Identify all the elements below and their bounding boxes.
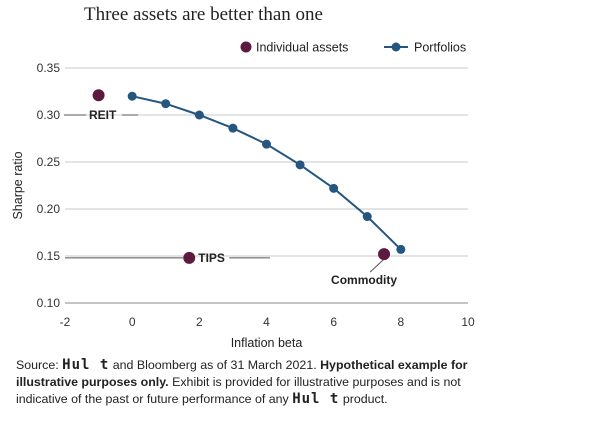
- leader-line-commodity: [369, 258, 385, 273]
- individual-asset-point: [378, 248, 391, 261]
- portfolio-point: [262, 139, 271, 149]
- y-tick-label: 0.20: [37, 202, 61, 216]
- legend-label-portfolios: Portfolios: [414, 41, 466, 55]
- footnote-source: and Bloomberg as of 31 March 2021.: [112, 358, 317, 372]
- footnote: Source: Hul t and Bloomberg as of 31 Mar…: [16, 357, 486, 408]
- footnote-end: product.: [342, 392, 388, 406]
- x-tick-label: 8: [397, 315, 404, 329]
- chart: 0.10 0.15 0.20 0.25 0.30 0.35 -2 0 2 4 6 8 10 Inflati…: [11, 41, 475, 351]
- footnote-brand-2: Hul t: [292, 391, 340, 407]
- x-tick-label: 0: [129, 315, 136, 329]
- footnote-brand: Hul t: [62, 357, 110, 373]
- individual-asset-point: [92, 89, 105, 102]
- portfolio-point: [329, 183, 339, 193]
- y-axis-label: Sharpe ratio: [11, 151, 25, 219]
- legend-marker-individual-assets: [240, 41, 252, 53]
- portfolio-point: [194, 110, 204, 120]
- x-tick-label: 4: [263, 315, 270, 329]
- portfolio-point: [362, 212, 372, 222]
- x-tick-label: -2: [60, 315, 71, 329]
- y-tick-label: 0.35: [37, 61, 61, 75]
- chart-title: Three assets are better than one: [84, 4, 323, 25]
- y-tick-label: 0.10: [37, 296, 61, 310]
- point-label-reit: REIT: [89, 108, 117, 122]
- x-tick-label: 2: [196, 315, 203, 329]
- y-tick-label: 0.25: [37, 155, 61, 169]
- point-label-tips: TIPS: [198, 251, 225, 265]
- individual-asset-point: [183, 251, 196, 264]
- portfolio-point: [127, 91, 137, 101]
- x-axis-label: Inflation beta: [231, 336, 303, 350]
- footnote-disclaimer-bold: Hypothetical example for illustrative pu…: [16, 358, 468, 389]
- point-label-commodity: Commodity: [331, 273, 397, 287]
- footnote-disclaimer: Exhibit is provided for illustrative pur…: [16, 375, 461, 406]
- portfolio-point: [396, 244, 406, 254]
- portfolio-line: [131, 95, 402, 251]
- x-tick-label: 6: [330, 315, 337, 329]
- portfolio-point: [161, 99, 171, 109]
- footnote-prefix: Source:: [16, 358, 59, 372]
- y-tick-label: 0.15: [37, 249, 61, 263]
- x-tick-label: 10: [461, 315, 475, 329]
- legend-marker-portfolios: [391, 42, 401, 52]
- portfolio-point: [228, 123, 238, 133]
- portfolio-point: [295, 160, 305, 170]
- legend-label-individual-assets: Individual assets: [256, 41, 348, 55]
- y-tick-label: 0.30: [37, 108, 61, 122]
